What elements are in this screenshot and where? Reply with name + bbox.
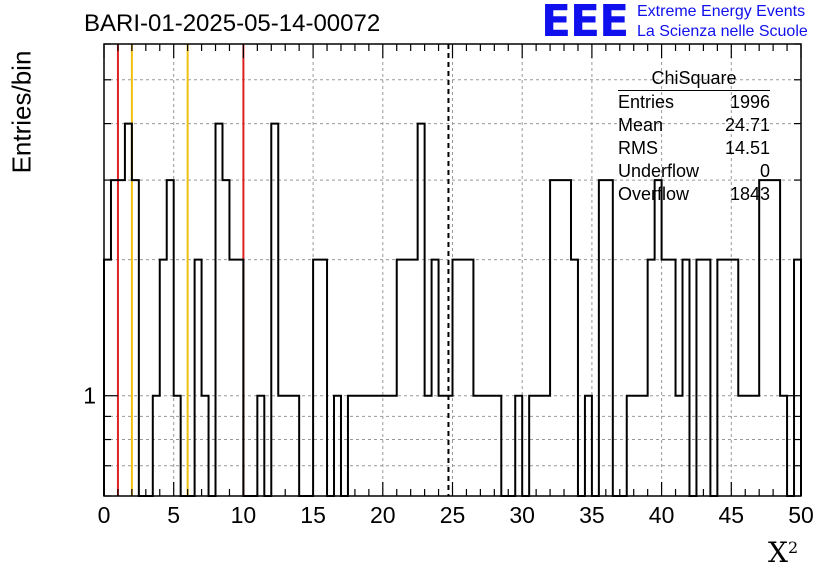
stats-title: ChiSquare [618,68,770,91]
x-tick-label: 45 [719,502,745,528]
y-axis-label: Entries/bin [6,50,37,174]
stats-row-overflow: Overflow 1843 [618,184,770,204]
y-tick-label: 1 [83,383,96,409]
x-axis-label: X2 [768,536,799,569]
plot-frame [103,43,802,497]
histogram-line [103,122,802,497]
stats-box: ChiSquare Entries 1996 Mean 24.71 RMS 14.51… [610,68,778,206]
x-tick-label: 20 [370,502,396,528]
x-tick-label: 50 [788,502,814,528]
logo-subtitle-2: La Scienza nelle Scuole [637,23,808,40]
eee-logo: EEE [541,0,629,47]
axis-ticks: 0 5 10 15 20 25 30 35 40 45 50 1 [83,43,814,528]
x-tick-label: 35 [579,502,605,528]
logo-subtitle-1: Extreme Energy Events [637,3,806,20]
stats-row-mean: Mean 24.71 [618,115,770,135]
x-tick-label: 40 [649,502,675,528]
stats-row-rms: RMS 14.51 [618,138,770,158]
x-tick-label: 15 [300,502,326,528]
x-tick-label: 0 [98,502,111,528]
chart-title: BARI-01-2025-05-14-00072 [84,10,381,37]
x-tick-label: 25 [440,502,466,528]
x-tick-label: 5 [167,502,180,528]
stats-row-entries: Entries 1996 [618,92,770,112]
reference-lines [116,44,450,496]
x-tick-label: 30 [509,502,535,528]
stats-row-underflow: Underflow 0 [618,161,770,181]
x-tick-label: 10 [231,502,257,528]
